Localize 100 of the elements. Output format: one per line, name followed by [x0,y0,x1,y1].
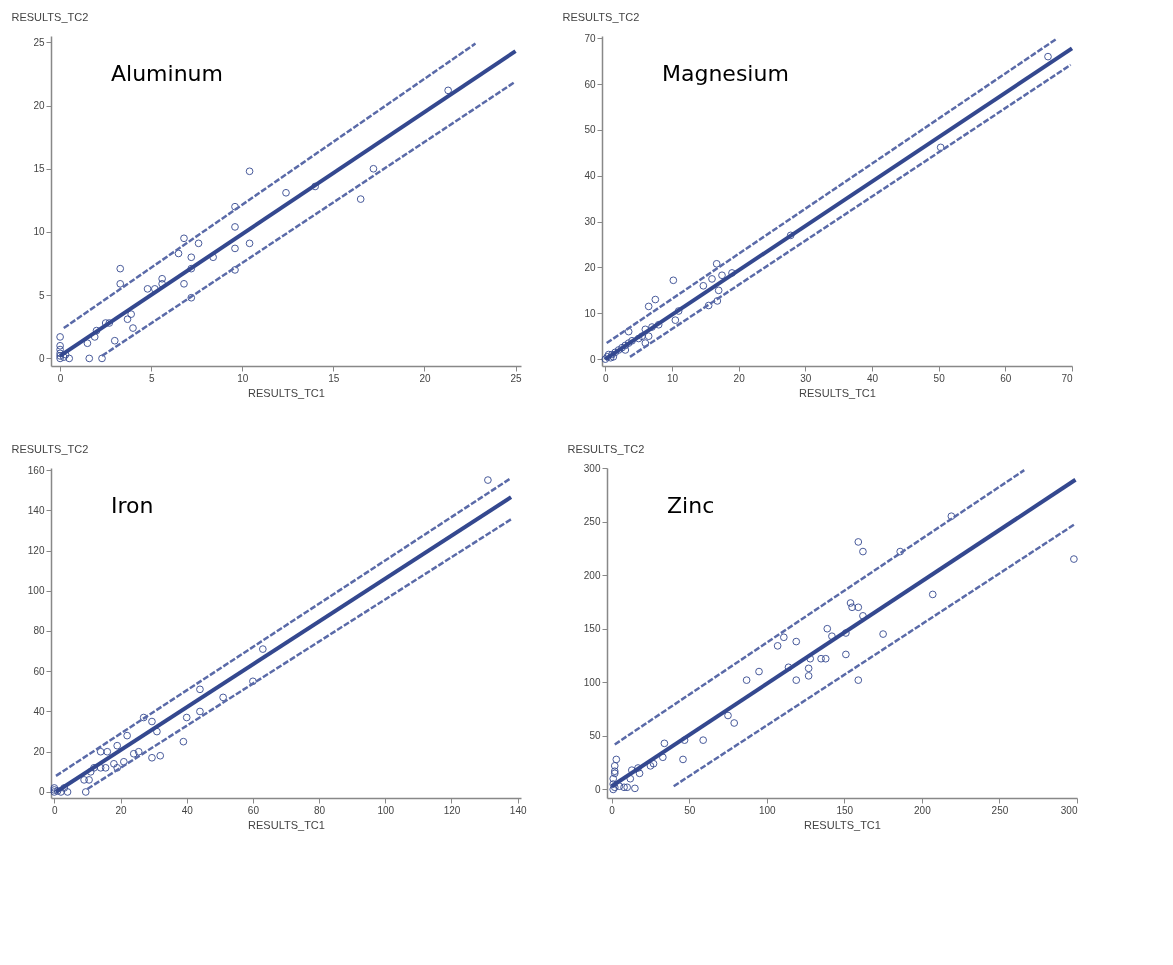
point [81,788,90,796]
text: Zinc [667,493,715,518]
point [56,345,64,354]
x-axis-title: RESULTS_TC1 [248,818,325,831]
y-tick-label: 100 [27,585,45,597]
point [96,747,105,756]
point [113,763,122,772]
x-tick-label: 25 [510,372,523,384]
x-tick-label: 50 [684,804,696,816]
point [828,632,836,641]
y-tick-label: 40 [33,705,45,717]
y-axis-title: RESULTS_TC2 [11,442,89,455]
point [245,167,254,176]
x-axis-title: RESULTS_TC1 [799,386,876,399]
point [110,336,119,345]
point [854,676,863,684]
point [704,301,713,310]
point [644,332,653,341]
point [784,663,793,672]
point [611,348,620,357]
point [180,234,188,243]
x-tick-label: 140 [509,804,527,816]
text: Aluminum [111,61,223,86]
x-tick-label: 20 [419,372,431,384]
point [634,764,642,772]
y-axis-title: RESULTS_TC2 [562,10,640,23]
point [713,297,722,305]
point [116,264,125,273]
point [282,188,290,197]
x-tick-label: 100 [377,804,395,816]
point [194,239,203,248]
point [245,239,254,248]
point [638,332,646,341]
y-tick-label: 20 [584,261,596,273]
point [65,354,74,363]
point [646,762,655,770]
point [804,664,813,673]
point [635,769,644,778]
point [896,547,905,556]
point [671,316,680,325]
point [187,264,196,273]
point [105,319,114,327]
x-tick-label: 250 [991,804,1009,816]
point [823,624,832,633]
point [1044,52,1052,61]
point [669,276,678,285]
y-tick-label: 10 [584,307,596,319]
point [174,249,183,258]
point [444,86,452,95]
point [90,763,98,772]
y-tick-label: 0 [38,352,45,364]
point [624,339,633,347]
point [196,707,204,716]
y-tick-label: 200 [583,569,601,581]
point [148,753,156,762]
point [620,783,628,792]
point [148,717,156,726]
y-tick-label: 5 [38,289,45,301]
point [699,281,708,290]
point [85,354,94,363]
point [53,787,62,795]
point [712,259,721,268]
point [842,650,850,659]
point [804,672,813,680]
y-tick-label: 25 [33,36,45,48]
x-tick-label: 40 [181,804,194,816]
point [806,654,815,663]
point [627,766,636,774]
point [231,266,239,274]
y-tick-label: 80 [33,625,45,637]
x-axis-title: RESULTS_TC1 [248,386,325,399]
x-tick-label: 100 [758,804,777,816]
y-tick-label: 160 [27,464,45,476]
point [129,749,138,758]
y-tick-label: 50 [589,730,601,742]
x-tick-label: 40 [866,372,879,384]
x-tick-label: 10 [237,372,249,384]
point [728,269,736,277]
point [356,195,365,203]
point [624,327,633,336]
point [621,346,630,354]
point [628,336,636,345]
point [631,784,639,793]
point [724,711,732,720]
point [258,645,267,653]
y-tick-label: 15 [33,163,45,175]
point [110,759,118,768]
point [612,755,621,764]
point [660,739,669,748]
point [369,164,378,173]
point [821,654,830,663]
point [249,677,257,686]
y-tick-label: 30 [584,216,596,228]
point [90,333,99,341]
y-tick-label: 0 [589,353,596,365]
point [179,737,188,746]
y-tick-label: 100 [583,676,601,688]
point [610,762,619,770]
point [621,341,630,350]
point [153,727,161,736]
